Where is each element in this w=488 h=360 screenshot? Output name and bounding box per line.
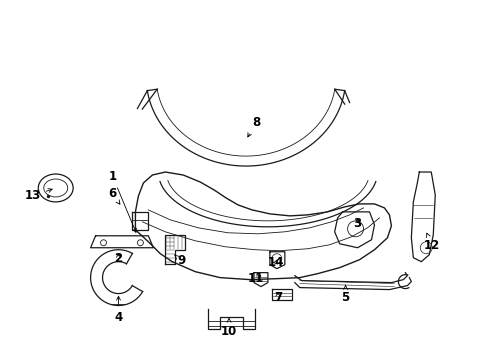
Text: 8: 8 [247, 116, 260, 137]
Text: 7: 7 [273, 291, 282, 304]
Text: 10: 10 [221, 318, 237, 338]
Text: 6: 6 [108, 188, 120, 204]
Text: 13: 13 [25, 189, 52, 202]
Text: 3: 3 [353, 217, 361, 230]
Text: 9: 9 [174, 254, 185, 267]
Text: 11: 11 [247, 272, 264, 285]
Text: 4: 4 [114, 296, 122, 324]
Text: 1: 1 [108, 170, 136, 232]
Text: 5: 5 [341, 285, 349, 304]
Text: 2: 2 [114, 252, 122, 265]
Text: 12: 12 [423, 233, 440, 252]
Text: 14: 14 [267, 256, 284, 269]
